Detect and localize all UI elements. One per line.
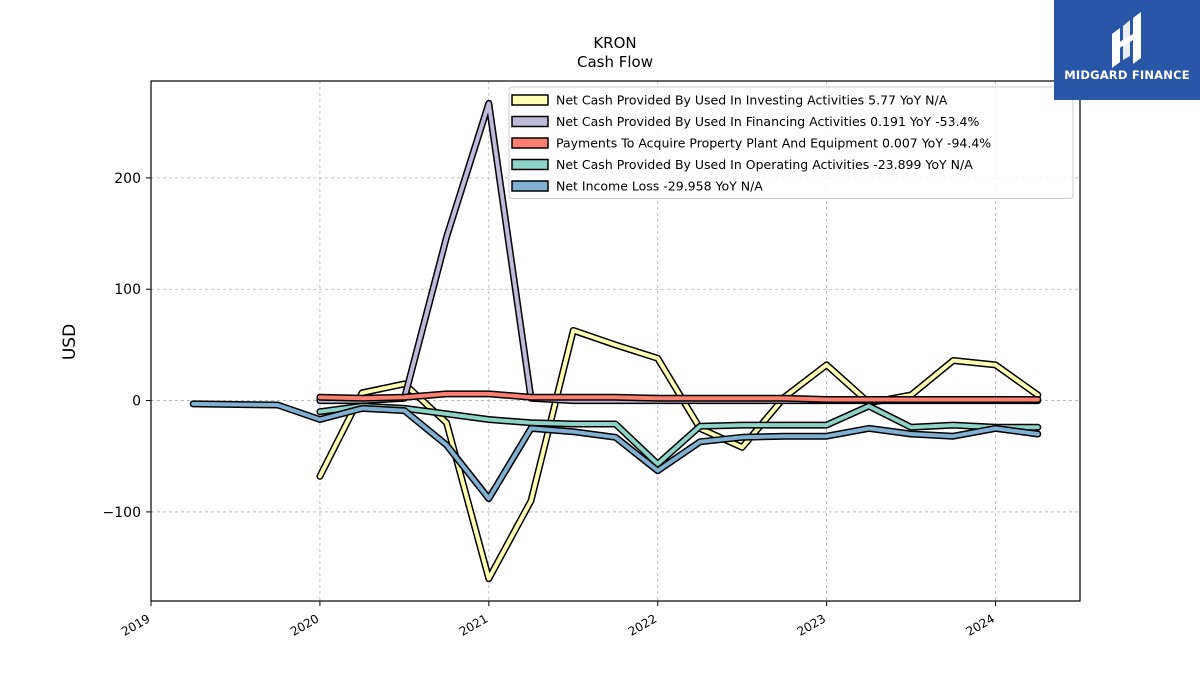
x-tick-label: 2024 [964,611,997,638]
x-tick-label: 2021 [457,611,490,638]
y-tick-label: 0 [132,394,141,410]
chart-title: KRON [593,34,636,52]
logo-text: MIDGARD FINANCE [1064,68,1190,82]
legend-box [508,86,1074,199]
series-line-2 [317,391,1040,402]
x-tick-label: 2022 [626,611,659,638]
legend-label-2: Payments To Acquire Property Plant And E… [556,136,991,151]
logo-mark-icon [1112,12,1141,68]
series-line-4 [191,401,1040,501]
legend-label-0: Net Cash Provided By Used In Investing A… [556,93,948,108]
midgard-finance-logo: MIDGARD FINANCE [1054,0,1200,100]
legend-swatch-1 [511,115,549,128]
series-lines [189,99,1042,583]
y-tick-label: −100 [103,505,141,521]
x-tick-label: 2019 [119,611,152,638]
x-tick-label: 2023 [795,611,828,638]
legend-swatch-4 [511,180,549,192]
legend-label-3: Net Cash Provided By Used In Operating A… [556,157,973,172]
x-tick-label: 2020 [288,611,321,638]
legend-label-4: Net Income Loss -29.958 YoY N/A [556,179,763,194]
y-tick-label: 200 [114,171,141,187]
legend-swatch-3 [511,158,549,171]
y-tick-label: 100 [114,282,141,298]
legend-swatch-2 [511,137,549,149]
legend-swatch-0 [511,94,549,106]
series-line-3 [317,404,1040,466]
legend: Net Cash Provided By Used In Investing A… [508,86,1074,199]
plot-frame [150,80,1081,602]
legend-label-1: Net Cash Provided By Used In Financing A… [556,114,979,129]
y-axis-label: USD [60,324,80,360]
chart-subtitle: Cash Flow [577,53,653,71]
